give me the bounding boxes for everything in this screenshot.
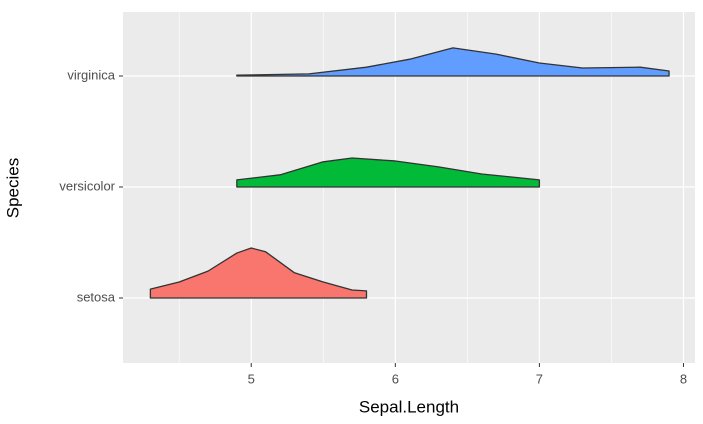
y-axis-title: Species — [3, 158, 22, 218]
y-tick-label: virginica — [67, 67, 115, 82]
x-tick-label: 6 — [392, 371, 399, 386]
ridge — [236, 157, 541, 188]
x-axis-title: Sepal.Length — [359, 397, 459, 416]
x-tick-label: 8 — [680, 371, 687, 386]
y-tick-label: versicolor — [59, 178, 115, 193]
ridge — [236, 47, 670, 77]
ridge — [149, 247, 368, 299]
y-tick-label: setosa — [77, 289, 116, 304]
x-tick-label: 7 — [536, 371, 543, 386]
x-tick-label: 5 — [248, 371, 255, 386]
